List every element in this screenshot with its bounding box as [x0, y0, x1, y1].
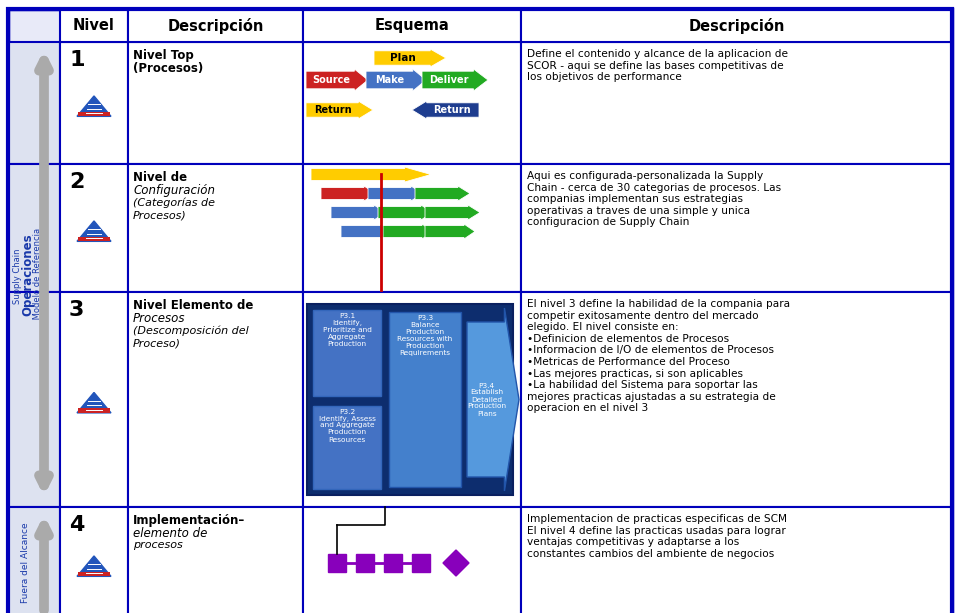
Bar	[303, 292, 521, 507]
Text: P3.2
Identify, Assess
and Aggregate
Production
Resources: P3.2 Identify, Assess and Aggregate Prod…	[319, 408, 375, 443]
Text: P3.1
Identify,
Prioritize and
Aggregate
Production: P3.1 Identify, Prioritize and Aggregate …	[323, 313, 372, 347]
Text: El nivel 3 define la habilidad de la compania para
competir exitosamente dentro : El nivel 3 define la habilidad de la com…	[527, 299, 790, 413]
Polygon shape	[341, 224, 391, 239]
Text: 4: 4	[69, 515, 84, 535]
Bar	[521, 292, 952, 507]
Bar	[521, 42, 952, 164]
Bar	[313, 406, 381, 489]
Polygon shape	[306, 69, 368, 91]
Bar	[521, 9, 952, 42]
Polygon shape	[422, 69, 488, 91]
Bar	[307, 304, 513, 495]
Polygon shape	[77, 96, 111, 116]
Bar	[78, 571, 110, 576]
Text: Make: Make	[375, 75, 404, 85]
Bar	[8, 507, 60, 613]
Bar	[313, 310, 381, 395]
Bar	[303, 164, 521, 292]
Bar	[8, 164, 60, 292]
Polygon shape	[412, 101, 479, 119]
Text: (Categorías de: (Categorías de	[133, 197, 215, 207]
Polygon shape	[378, 205, 433, 220]
Text: Operaciones: Operaciones	[21, 233, 35, 316]
Bar	[128, 507, 303, 613]
FancyArrowPatch shape	[39, 526, 49, 610]
Text: Supply Chain: Supply Chain	[13, 245, 22, 303]
Text: Procesos: Procesos	[133, 312, 185, 325]
Text: Implementacion de practicas especificas de SCM
El nivel 4 define las practicas u: Implementacion de practicas especificas …	[527, 514, 787, 559]
Bar	[78, 408, 110, 413]
Bar	[303, 42, 521, 164]
Text: 2: 2	[69, 172, 84, 192]
Bar	[384, 554, 402, 572]
Text: 3: 3	[69, 300, 84, 320]
Polygon shape	[331, 205, 386, 220]
Polygon shape	[321, 186, 376, 201]
Polygon shape	[77, 221, 111, 242]
Polygon shape	[415, 186, 470, 201]
Bar	[60, 164, 128, 292]
Bar	[521, 164, 952, 292]
Polygon shape	[425, 205, 480, 220]
Polygon shape	[306, 101, 373, 119]
Bar	[60, 507, 128, 613]
Text: Fuera del Alcance: Fuera del Alcance	[21, 523, 31, 603]
Text: Modelo de Referencia: Modelo de Referencia	[34, 227, 42, 322]
Polygon shape	[443, 550, 469, 576]
Text: Configuración: Configuración	[133, 184, 215, 197]
Text: P3.4
Establish
Detailed
Production
Plans: P3.4 Establish Detailed Production Plans	[468, 383, 506, 416]
Polygon shape	[77, 392, 111, 413]
Polygon shape	[467, 308, 519, 491]
Polygon shape	[368, 186, 423, 201]
Polygon shape	[366, 69, 426, 91]
Bar	[8, 42, 60, 164]
Bar	[60, 42, 128, 164]
Bar	[412, 554, 430, 572]
FancyArrowPatch shape	[39, 61, 49, 485]
Text: Proceso): Proceso)	[133, 338, 181, 348]
Bar	[389, 312, 461, 487]
Bar	[356, 554, 374, 572]
Text: Procesos): Procesos)	[133, 210, 187, 220]
Text: P3.3
Balance
Production
Resources with
Production
Requirements: P3.3 Balance Production Resources with P…	[397, 315, 452, 356]
Text: elemento de: elemento de	[133, 527, 207, 540]
Text: (Descomposición del: (Descomposición del	[133, 325, 249, 335]
Text: Define el contenido y alcance de la aplicacion de
SCOR - aqui se define las base: Define el contenido y alcance de la apli…	[527, 49, 788, 82]
Bar	[303, 9, 521, 42]
Bar	[78, 112, 110, 116]
Bar	[303, 507, 521, 613]
Bar	[8, 292, 60, 507]
Text: Return: Return	[314, 105, 351, 115]
Text: (Procesos): (Procesos)	[133, 62, 204, 75]
Text: 1: 1	[69, 50, 84, 70]
Text: Nivel: Nivel	[73, 18, 115, 33]
Text: Return: Return	[433, 105, 471, 115]
Polygon shape	[383, 224, 433, 239]
Polygon shape	[311, 167, 431, 182]
Bar	[128, 9, 303, 42]
Text: Implementación–: Implementación–	[133, 514, 245, 527]
Text: Nivel de: Nivel de	[133, 171, 187, 184]
Text: Esquema: Esquema	[374, 18, 449, 33]
Bar	[60, 292, 128, 507]
Text: Descripción: Descripción	[167, 18, 264, 34]
Bar	[128, 164, 303, 292]
Bar	[60, 9, 128, 42]
Polygon shape	[374, 49, 446, 67]
Text: Plan: Plan	[390, 53, 416, 63]
Text: Nivel Top: Nivel Top	[133, 49, 194, 62]
Bar	[521, 507, 952, 613]
Bar	[128, 292, 303, 507]
Text: Source: Source	[312, 75, 349, 85]
Text: Descripción: Descripción	[688, 18, 784, 34]
Polygon shape	[77, 556, 111, 576]
Polygon shape	[425, 224, 475, 239]
Bar	[328, 554, 346, 572]
Text: Deliver: Deliver	[429, 75, 468, 85]
Bar	[78, 237, 110, 242]
Text: Nivel Elemento de: Nivel Elemento de	[133, 299, 253, 312]
Text: procesos: procesos	[133, 540, 182, 550]
Bar	[128, 42, 303, 164]
Text: Aqui es configurada-personalizada la Supply
Chain - cerca de 30 categorias de pr: Aqui es configurada-personalizada la Sup…	[527, 171, 781, 227]
